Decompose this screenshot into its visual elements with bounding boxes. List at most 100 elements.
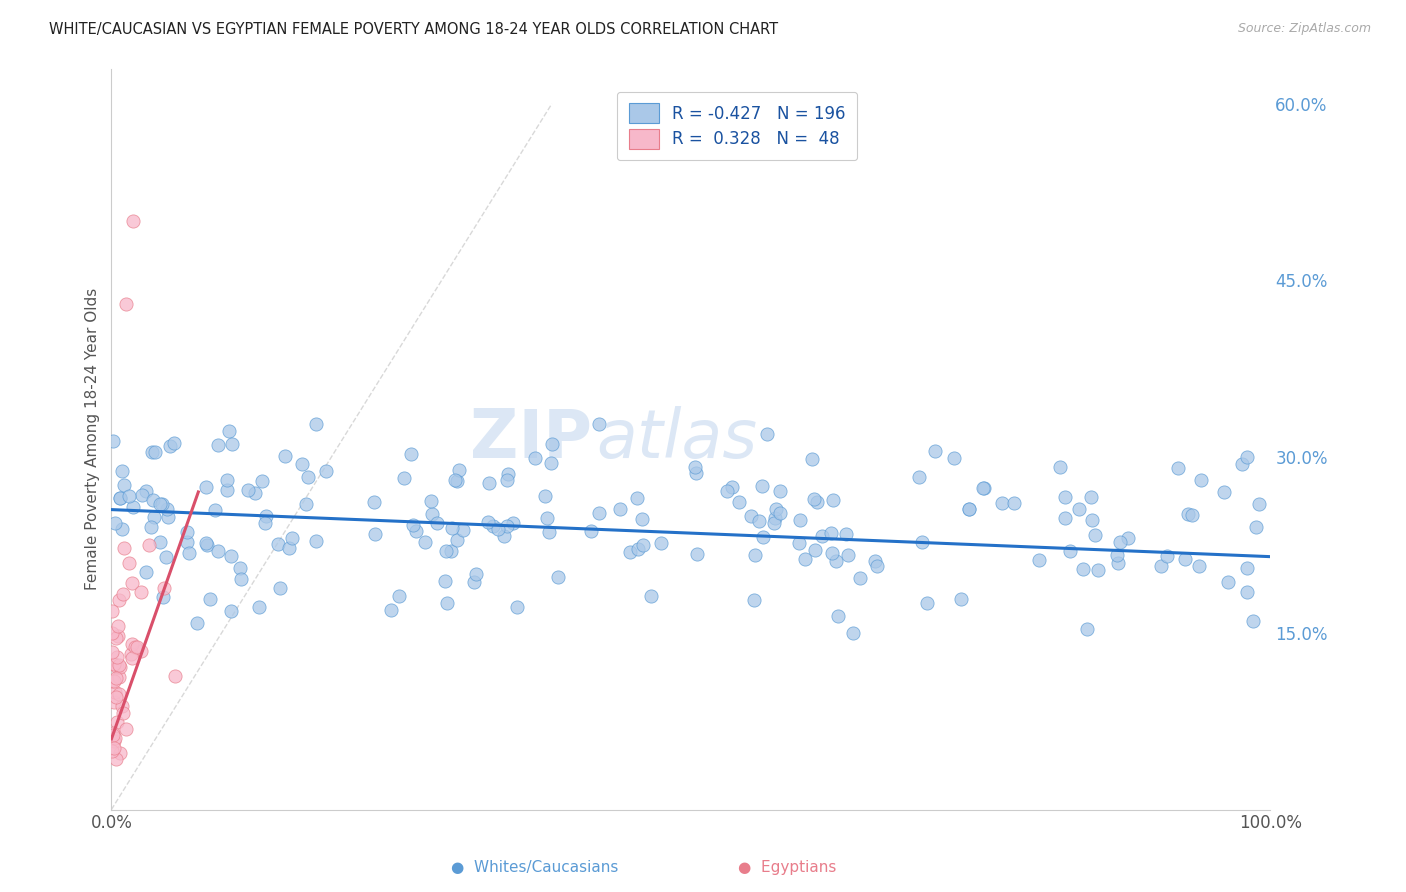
Point: [1236, 450, 1258, 464]
Point: [281, 531, 304, 545]
Point: [1247, 497, 1270, 511]
Point: [1028, 553, 1050, 567]
Point: [297, 470, 319, 484]
Point: [295, 497, 318, 511]
Point: [165, 669, 187, 683]
Point: [217, 483, 239, 497]
Point: [464, 566, 486, 581]
Point: [111, 464, 134, 478]
Point: [177, 546, 200, 560]
Point: [1002, 496, 1025, 510]
Point: [1213, 485, 1236, 500]
Point: [111, 522, 134, 536]
Legend: R = -0.427   N = 196, R =  0.328   N =  48: R = -0.427 N = 196, R = 0.328 N = 48: [617, 92, 858, 161]
Point: [1188, 559, 1211, 574]
Point: [269, 581, 291, 595]
Point: [837, 548, 859, 562]
Point: [415, 535, 437, 549]
Point: [444, 473, 467, 487]
Point: [716, 483, 738, 498]
Point: [163, 435, 186, 450]
Y-axis label: Female Poverty Among 18-24 Year Olds: Female Poverty Among 18-24 Year Olds: [86, 288, 100, 591]
Point: [108, 670, 131, 684]
Point: [685, 466, 707, 480]
Text: Source: ZipAtlas.com: Source: ZipAtlas.com: [1237, 22, 1371, 36]
Point: [101, 434, 124, 448]
Point: [207, 544, 229, 558]
Point: [765, 511, 787, 525]
Point: [1108, 534, 1130, 549]
Point: [748, 514, 770, 528]
Point: [911, 535, 934, 549]
Point: [388, 589, 411, 603]
Point: [1150, 559, 1173, 574]
Point: [197, 538, 219, 552]
Point: [742, 593, 765, 607]
Point: [1216, 575, 1239, 590]
Point: [394, 471, 416, 485]
Point: [633, 538, 655, 552]
Point: [105, 649, 128, 664]
Point: [363, 495, 385, 509]
Point: [101, 645, 124, 659]
Point: [103, 695, 125, 709]
Point: [103, 728, 125, 742]
Point: [111, 698, 134, 713]
Point: [1189, 473, 1212, 487]
Point: [683, 459, 706, 474]
Text: ●  Egyptians: ● Egyptians: [738, 860, 837, 874]
Point: [101, 673, 124, 688]
Point: [401, 447, 423, 461]
Point: [991, 496, 1014, 510]
Point: [949, 591, 972, 606]
Point: [101, 744, 124, 758]
Point: [440, 544, 463, 558]
Point: [254, 509, 277, 524]
Point: [1087, 563, 1109, 577]
Point: [105, 752, 128, 766]
Point: [463, 575, 485, 590]
Point: [524, 450, 547, 465]
Point: [477, 515, 499, 529]
Point: [486, 522, 509, 536]
Point: [820, 526, 842, 541]
Point: [103, 657, 125, 671]
Point: [502, 516, 524, 531]
Point: [118, 557, 141, 571]
Point: [115, 722, 138, 736]
Point: [120, 647, 142, 661]
Point: [769, 506, 792, 520]
Point: [405, 524, 427, 538]
Point: [957, 501, 980, 516]
Point: [254, 516, 277, 530]
Point: [453, 523, 475, 537]
Point: [825, 554, 848, 568]
Point: [152, 582, 174, 596]
Point: [305, 534, 328, 549]
Point: [250, 475, 273, 489]
Point: [129, 644, 152, 658]
Point: [101, 604, 124, 618]
Point: [495, 519, 517, 533]
Point: [806, 495, 828, 509]
Point: [1116, 532, 1139, 546]
Point: [110, 491, 132, 506]
Point: [217, 473, 239, 487]
Point: [103, 673, 125, 688]
Point: [131, 488, 153, 502]
Point: [176, 535, 198, 549]
Point: [1236, 561, 1258, 575]
Point: [769, 483, 792, 498]
Point: [138, 538, 160, 552]
Point: [122, 214, 145, 228]
Point: [547, 570, 569, 584]
Point: [104, 516, 127, 531]
Point: [139, 519, 162, 533]
Point: [103, 740, 125, 755]
Point: [112, 706, 135, 720]
Point: [1053, 510, 1076, 524]
Point: [108, 659, 131, 673]
Point: [534, 489, 557, 503]
Point: [943, 451, 966, 466]
Point: [104, 731, 127, 745]
